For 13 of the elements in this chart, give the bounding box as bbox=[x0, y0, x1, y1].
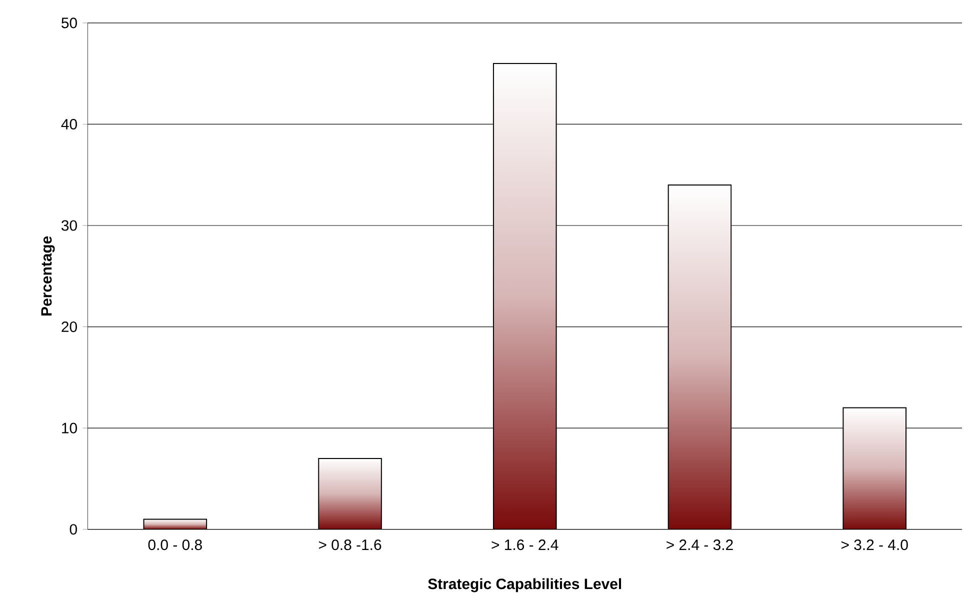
y-tick-label: 30 bbox=[62, 220, 77, 231]
x-axis-title: Strategic Capabilities Level bbox=[428, 578, 622, 592]
x-tick-label: > 3.2 - 4.0 bbox=[841, 539, 908, 550]
x-tick-label: > 0.8 -1.6 bbox=[318, 539, 382, 550]
y-tick-label: 40 bbox=[61, 118, 77, 130]
y-tick-label: 10 bbox=[62, 422, 77, 434]
y-tick-label: 20 bbox=[62, 321, 77, 332]
y-tick-label: 0 bbox=[70, 524, 77, 535]
x-tick-label: 0.0 - 0.8 bbox=[148, 539, 202, 550]
y-tick-label: 50 bbox=[62, 18, 77, 28]
x-tick-label: > 2.4 - 3.2 bbox=[666, 539, 733, 550]
y-axis-title: Percentage bbox=[41, 236, 55, 316]
x-tick-label: > 1.6 - 2.4 bbox=[492, 539, 558, 550]
